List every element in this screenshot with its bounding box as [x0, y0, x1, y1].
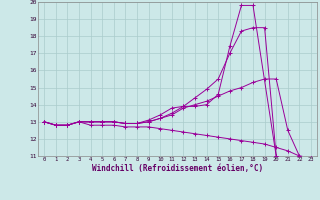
- X-axis label: Windchill (Refroidissement éolien,°C): Windchill (Refroidissement éolien,°C): [92, 164, 263, 173]
